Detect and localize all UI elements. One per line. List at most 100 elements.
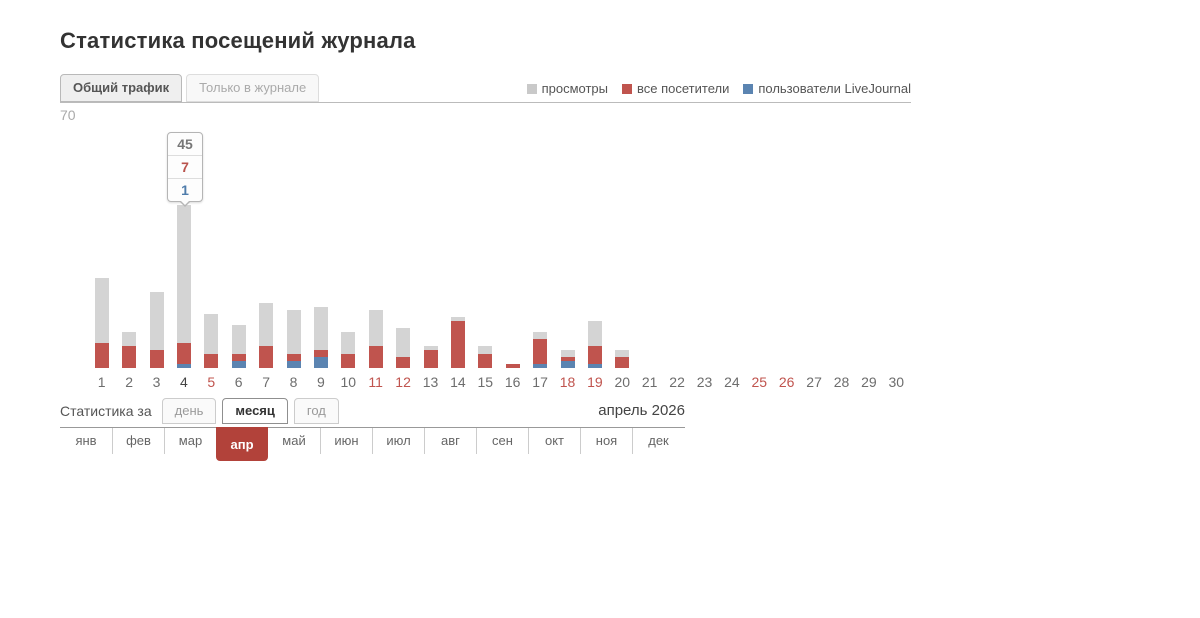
x-axis-label-day-10: 10	[340, 374, 357, 390]
bar-users-day-17[interactable]	[533, 364, 548, 368]
bar-visitors-day-3[interactable]	[149, 350, 164, 368]
x-axis-label-day-25: 25	[751, 374, 768, 390]
bar-views-day-3[interactable]	[149, 292, 164, 368]
tooltip-views-value: 45	[177, 136, 193, 152]
x-axis-label-day-14: 14	[450, 374, 466, 390]
bar-visitors-day-4[interactable]	[176, 343, 191, 368]
month-tab-апр[interactable]: апр	[216, 427, 268, 461]
visits-chart: 70 1 2 3 4 5 6 7 8 9 10 11 12 13 14 15 16 17 18 19 20 21 22 23…	[60, 102, 911, 402]
month-tab-июл[interactable]: июл	[372, 428, 424, 454]
legend-item-views: просмотры	[526, 81, 608, 96]
month-tab-май[interactable]: май	[268, 428, 320, 454]
top-controls-row: Общий трафик Только в журнале просмотры вс…	[60, 74, 911, 102]
month-tab-дек[interactable]: дек	[632, 428, 684, 454]
bar-users-day-9[interactable]	[313, 357, 328, 368]
legend-swatch-views	[526, 83, 537, 94]
x-axis-label-day-13: 13	[422, 374, 439, 390]
x-axis-label-day-2: 2	[125, 374, 133, 390]
month-strip: янв фев мар апр май июн июл авг сен окт ноя дек	[60, 427, 685, 461]
month-tab-фев[interactable]: фев	[112, 428, 164, 454]
x-axis-label-day-19: 19	[587, 374, 603, 390]
traffic-tab-2[interactable]: Только в журнале	[186, 74, 320, 102]
page-title: Статистика посещений журнала	[60, 28, 416, 53]
chart-top-divider	[60, 102, 911, 103]
x-axis-label-day-7: 7	[262, 374, 270, 390]
x-axis-label-day-23: 23	[696, 374, 713, 390]
bar-visitors-day-1[interactable]	[94, 343, 109, 368]
period-button-год[interactable]: год	[293, 398, 339, 424]
period-switcher: Статистика за день месяц год	[60, 398, 685, 424]
tooltip-users-value: 1	[168, 178, 202, 201]
bar-visitors-day-19[interactable]	[587, 346, 602, 368]
x-axis-label-day-3: 3	[152, 374, 161, 390]
x-axis-label-day-9: 9	[316, 374, 325, 390]
bar-visitors-day-12[interactable]	[396, 357, 411, 368]
month-tab-сен[interactable]: сен	[476, 428, 528, 454]
bar-visitors-day-13[interactable]	[423, 350, 438, 368]
x-axis-label-day-29: 29	[861, 374, 877, 390]
bar-visitors-day-14[interactable]	[450, 321, 465, 368]
bar-visitors-day-7[interactable]	[259, 346, 274, 368]
legend-swatch-visitors	[622, 83, 632, 94]
bar-visitors-day-5[interactable]	[204, 354, 219, 368]
bar-users-day-6[interactable]	[231, 361, 246, 368]
x-axis-label-day-18: 18	[559, 374, 576, 390]
bar-users-day-8[interactable]	[286, 361, 301, 368]
x-axis-label-day-5: 5	[207, 374, 216, 390]
x-axis-label-day-30: 30	[888, 374, 905, 390]
bar-views-day-8[interactable]	[286, 310, 301, 368]
bar-visitors-day-16[interactable]	[505, 364, 520, 368]
bar-views-day-4[interactable]	[176, 205, 191, 368]
bar-users-day-4[interactable]	[176, 364, 191, 368]
y-axis-max-label: 70	[60, 107, 76, 123]
x-axis-label-day-15: 15	[477, 374, 494, 390]
chart-legend: просмотры все посетители пользователи Live…	[526, 81, 911, 96]
month-tab-мар[interactable]: мар	[164, 428, 216, 454]
month-tab-янв[interactable]: янв	[60, 428, 112, 454]
period-button-месяц[interactable]: месяц	[222, 398, 288, 424]
x-axis-label-day-24: 24	[724, 374, 740, 390]
month-tab-июн[interactable]: июн	[320, 428, 372, 454]
x-axis-label-day-17: 17	[532, 374, 548, 390]
x-axis-label-day-22: 22	[669, 374, 685, 390]
month-tab-авг[interactable]: авг	[424, 428, 476, 454]
chart-tooltip: 45 7 1	[167, 132, 203, 207]
bar-visitors-day-15[interactable]	[478, 354, 493, 368]
bar-visitors-day-2[interactable]	[122, 346, 137, 368]
x-axis-label-day-12: 12	[395, 374, 411, 390]
x-axis-label-day-28: 28	[833, 374, 850, 390]
tooltip-arrow	[179, 200, 191, 207]
bar-users-day-19[interactable]	[587, 364, 602, 368]
legend-item-users: пользователи LiveJournal	[743, 81, 911, 96]
traffic-tab-1[interactable]: Общий трафик	[60, 74, 183, 102]
period-button-день[interactable]: день	[161, 398, 217, 424]
x-axis-label-day-16: 16	[504, 374, 521, 390]
bar-users-day-18[interactable]	[560, 361, 575, 368]
x-axis-label-day-6: 6	[234, 374, 243, 390]
tooltip-visitors-value: 7	[168, 155, 202, 178]
x-axis-label-day-21: 21	[641, 374, 658, 390]
x-axis-label-day-27: 27	[806, 374, 822, 390]
legend-label-views: просмотры	[541, 81, 608, 96]
bar-visitors-day-10[interactable]	[341, 354, 356, 368]
traffic-tabs: Общий трафик Только в журнале	[60, 74, 320, 102]
legend-item-visitors: все посетители	[622, 81, 729, 96]
month-tab-ноя[interactable]: ноя	[580, 428, 632, 454]
x-axis-label-day-8: 8	[289, 374, 298, 390]
legend-label-users: пользователи LiveJournal	[758, 81, 911, 96]
legend-swatch-users	[743, 83, 754, 94]
current-period-label: апрель 2026	[598, 402, 685, 419]
legend-label-visitors: все посетители	[637, 81, 730, 96]
bar-visitors-day-11[interactable]	[368, 346, 383, 368]
x-axis-label-day-1: 1	[97, 374, 106, 390]
x-axis-label-day-20: 20	[614, 374, 631, 390]
bar-visitors-day-17[interactable]	[533, 339, 548, 368]
month-tab-окт[interactable]: окт	[528, 428, 580, 454]
period-label: Статистика за	[60, 403, 152, 419]
x-axis-label-day-4: 4	[179, 374, 188, 390]
x-axis-label-day-26: 26	[778, 374, 795, 390]
bar-visitors-day-20[interactable]	[615, 357, 630, 368]
period-row: Статистика за день месяц год апрель 2026	[60, 398, 685, 424]
x-axis-label-day-11: 11	[368, 374, 383, 390]
